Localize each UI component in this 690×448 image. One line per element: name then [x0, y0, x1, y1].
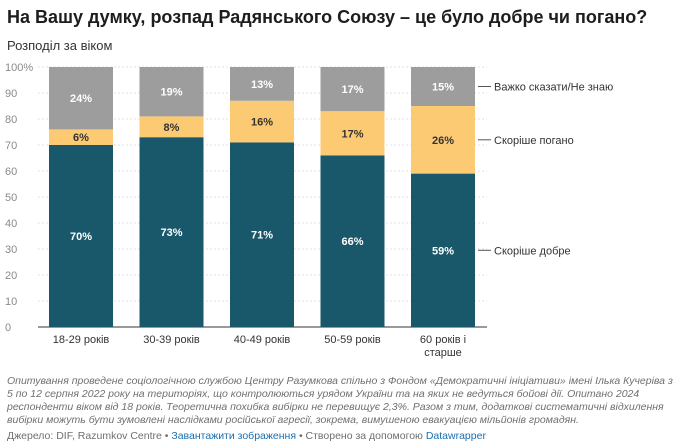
data-label: 73%: [160, 227, 182, 239]
separator: •: [161, 430, 172, 442]
bar-segment: [230, 100, 294, 143]
y-tick-label: 70: [5, 140, 17, 152]
y-tick-label: 0: [5, 322, 11, 334]
data-label: 26%: [432, 135, 454, 147]
created-with-text: • Створено за допомогою: [296, 430, 426, 442]
y-tick-label: 20: [5, 270, 17, 282]
bar-segment: [320, 67, 385, 112]
x-tick-label: 40-49 років: [234, 334, 291, 346]
data-label: 24%: [70, 93, 92, 105]
legend-label: Скоріше добре: [494, 245, 571, 257]
data-label: 17%: [341, 128, 363, 140]
download-image-link[interactable]: Завантажити зображення: [171, 430, 297, 442]
bar-segment: [320, 155, 385, 327]
bar-segment: [139, 67, 204, 117]
chart-title: На Вашу думку, розпад Радянського Союзу …: [7, 7, 648, 27]
bar-segment: [139, 116, 204, 138]
data-label: 15%: [432, 82, 454, 94]
y-tick-label: 60: [5, 166, 17, 178]
y-tick-label: 10: [5, 296, 17, 308]
x-tick-label: 50-59 років: [324, 334, 381, 346]
data-label: 17%: [341, 84, 363, 96]
bar-segment: [411, 67, 475, 106]
bar-segment: [139, 137, 204, 327]
bar-segment: [49, 129, 113, 145]
datawrapper-link[interactable]: Datawrapper: [425, 430, 486, 442]
y-tick-label: 80: [5, 114, 17, 126]
x-tick-label: 60 років і: [420, 334, 466, 346]
bar-segment: [230, 142, 294, 327]
bar-segment: [49, 67, 113, 130]
survey-notes: Опитування проведене соціологічною служб…: [7, 375, 673, 426]
bar-segment: [320, 111, 385, 156]
y-tick-label: 50: [5, 192, 17, 204]
x-tick-label: 30-39 років: [143, 334, 200, 346]
chart-subtitle: Розподіл за віком: [7, 38, 113, 53]
bar-segment: [411, 106, 475, 174]
source-text: Джерело: DIF, Razumkov Centre: [7, 430, 162, 442]
data-label: 70%: [70, 231, 92, 243]
x-tick-label: 18-29 років: [53, 334, 110, 346]
footer: Джерело: DIF, Razumkov Centre • Завантаж…: [7, 430, 486, 442]
data-label: 59%: [432, 245, 454, 257]
data-label: 71%: [251, 230, 273, 242]
y-tick-label: 90: [5, 88, 17, 100]
data-label: 6%: [73, 132, 89, 144]
data-label: 19%: [160, 87, 182, 99]
stacked-bar-chart: 0 10 20 30 40 50 60 70 80 90 100% 70% 6% 24% 18-29 рок…: [5, 62, 613, 359]
data-label: 13%: [251, 79, 273, 91]
y-tick-label: 40: [5, 218, 17, 230]
data-label: 66%: [341, 236, 363, 248]
data-label: 8%: [164, 122, 180, 134]
y-tick-label: 30: [5, 244, 17, 256]
y-tick-label: 100%: [5, 62, 33, 74]
x-tick-label: старше: [424, 347, 462, 359]
bar-segment: [230, 67, 294, 101]
bar-segment: [411, 173, 475, 327]
legend-label: Важко сказати/Не знаю: [494, 82, 613, 94]
legend-label: Скоріше погано: [494, 135, 574, 147]
data-label: 16%: [251, 117, 273, 129]
bar-segment: [49, 145, 113, 327]
